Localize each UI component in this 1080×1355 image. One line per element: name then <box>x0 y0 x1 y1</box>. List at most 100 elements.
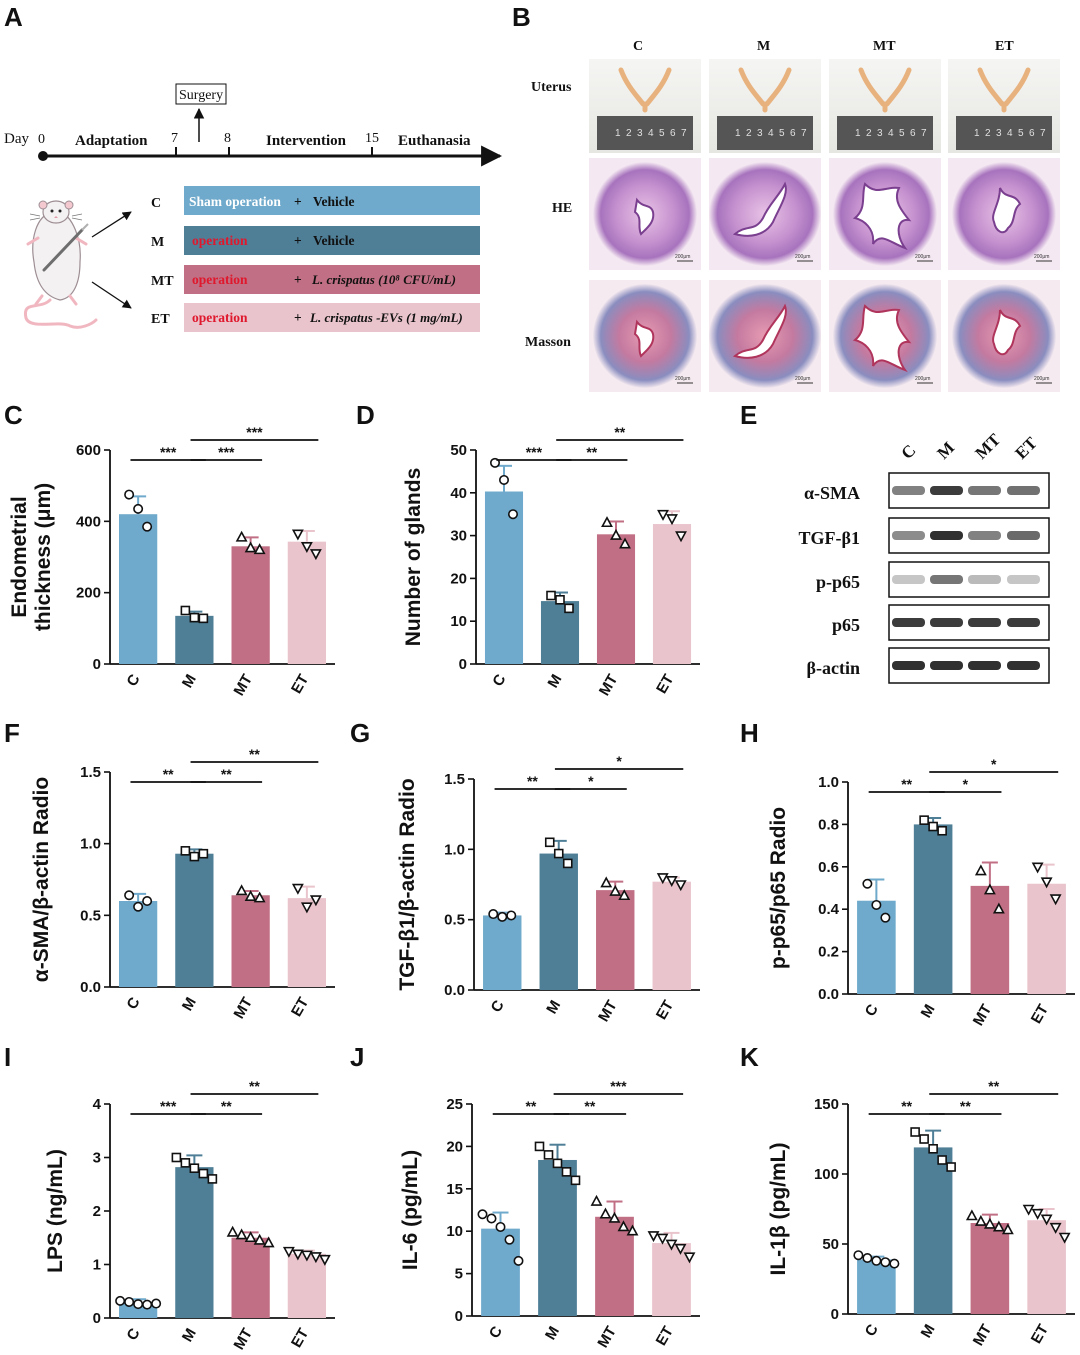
ruler-digit: 3 <box>996 128 1002 139</box>
data-point <box>189 1163 200 1173</box>
y-tick-label: 10 <box>450 613 467 630</box>
data-point <box>124 890 135 901</box>
ruler-digit: 1 <box>735 128 741 139</box>
group-plus-mt: + <box>294 272 302 287</box>
x-tick-label: ET <box>1028 1322 1052 1347</box>
data-point <box>142 521 153 532</box>
he-image-2: 200μm <box>829 158 941 270</box>
data-point <box>189 612 200 623</box>
data-point <box>291 529 304 541</box>
ruler-digit: 7 <box>681 128 687 139</box>
x-tick-label: C <box>123 671 143 689</box>
surgery-label: Surgery <box>179 88 223 103</box>
chart-panel-f: F 0.0 0.5 1.0 1.5 α-SMA/β-actin Radio C M MT ET **… <box>4 718 335 1022</box>
data-point <box>546 590 556 601</box>
x-tick-label: M <box>179 1326 200 1345</box>
data-point <box>115 1295 126 1306</box>
data-point <box>974 864 987 876</box>
significance-label: ** <box>249 1078 260 1094</box>
data-point <box>282 1246 295 1258</box>
y-tick-label: 2 <box>93 1203 101 1220</box>
significance-label: ** <box>221 766 232 782</box>
group-row-mt: MT operation + L. crispatus (10⁸ CFU/mL) <box>151 265 480 294</box>
significance-label: ** <box>221 1098 232 1114</box>
panel-label-f: F <box>4 718 20 748</box>
bar-mt <box>970 885 1010 994</box>
group-code-mt: MT <box>151 274 174 289</box>
data-point <box>253 891 266 903</box>
data-point <box>244 541 257 553</box>
data-point <box>142 1299 153 1310</box>
data-point <box>609 884 622 896</box>
bar-mt <box>231 546 270 664</box>
bar-mt <box>596 890 635 990</box>
scale-bar-label: 200μm <box>675 254 690 260</box>
data-point <box>180 846 191 856</box>
y-tick-label: 1.0 <box>818 774 839 791</box>
y-tick-label: 100 <box>814 1166 839 1183</box>
y-axis-label: LPS (ng/mL) <box>44 1149 67 1273</box>
x-tick-label: MT <box>970 1002 996 1029</box>
ruler-digit: 7 <box>921 128 927 139</box>
western-blot: C M MT ET α-SMA TGF-β1 p-p65 p65 β-actin <box>799 430 1050 684</box>
blot-band <box>968 531 1001 540</box>
b-col-m: M <box>757 39 770 54</box>
group-row-et: ET operation + L. crispatus -EVs (1 mg/m… <box>151 303 480 332</box>
ruler <box>717 116 813 150</box>
bar-c <box>857 1259 896 1314</box>
data-point <box>919 1134 929 1144</box>
x-tick-label: ET <box>1028 1002 1052 1027</box>
scale-bar-label: 200μm <box>915 376 930 382</box>
group-bar-m <box>184 226 480 255</box>
group-left-c: Sham operation <box>189 194 281 209</box>
y-tick-label: 0 <box>831 1306 839 1323</box>
data-point <box>601 516 613 528</box>
data-point <box>1049 894 1062 906</box>
y-tick-label: 0 <box>455 1308 463 1325</box>
data-point <box>656 1233 669 1245</box>
data-point <box>235 1228 248 1240</box>
y-tick-label: 0.0 <box>444 982 465 999</box>
data-point <box>880 912 891 923</box>
bar-mt <box>970 1223 1010 1314</box>
group-code-m: M <box>151 235 164 250</box>
x-tick-label: C <box>862 1321 882 1339</box>
x-tick-label: ET <box>653 998 677 1023</box>
significance-label: ** <box>901 1098 912 1114</box>
x-tick-label: M <box>543 998 564 1017</box>
data-point <box>561 1167 572 1177</box>
y-tick-label: 150 <box>814 1096 839 1113</box>
y-axis-label: TGF-β1/β-actin Radio <box>396 778 419 990</box>
data-point <box>498 474 509 485</box>
data-point <box>497 911 508 922</box>
uterus-shape <box>858 67 912 113</box>
x-tick-label: MT <box>231 1326 257 1353</box>
b-col-et: ET <box>995 39 1014 54</box>
blot-row-label: TGF-β1 <box>799 528 860 548</box>
data-point <box>599 1207 612 1219</box>
ruler-digit: 7 <box>801 128 807 139</box>
significance-label: ** <box>525 1098 536 1114</box>
y-tick-label: 0 <box>93 656 101 673</box>
data-point <box>142 895 153 906</box>
blot-band <box>892 661 925 670</box>
group-bar-et <box>184 303 480 332</box>
scale-bar-label: 200μm <box>795 376 810 382</box>
data-point <box>235 530 248 542</box>
bar-m <box>539 853 578 990</box>
blot-row-label: α-SMA <box>804 483 860 503</box>
data-point <box>983 1217 996 1229</box>
data-point <box>189 851 200 862</box>
lumen <box>633 197 655 236</box>
x-tick-label: C <box>489 671 509 689</box>
y-tick-label: 0 <box>93 1310 101 1327</box>
blot-band <box>892 618 925 627</box>
data-point <box>124 1296 135 1307</box>
lumen <box>633 319 655 358</box>
lumen <box>992 309 1022 356</box>
data-point <box>253 543 266 555</box>
y-axis-label: IL-6 (pg/mL) <box>399 1150 422 1270</box>
data-point <box>600 876 613 888</box>
